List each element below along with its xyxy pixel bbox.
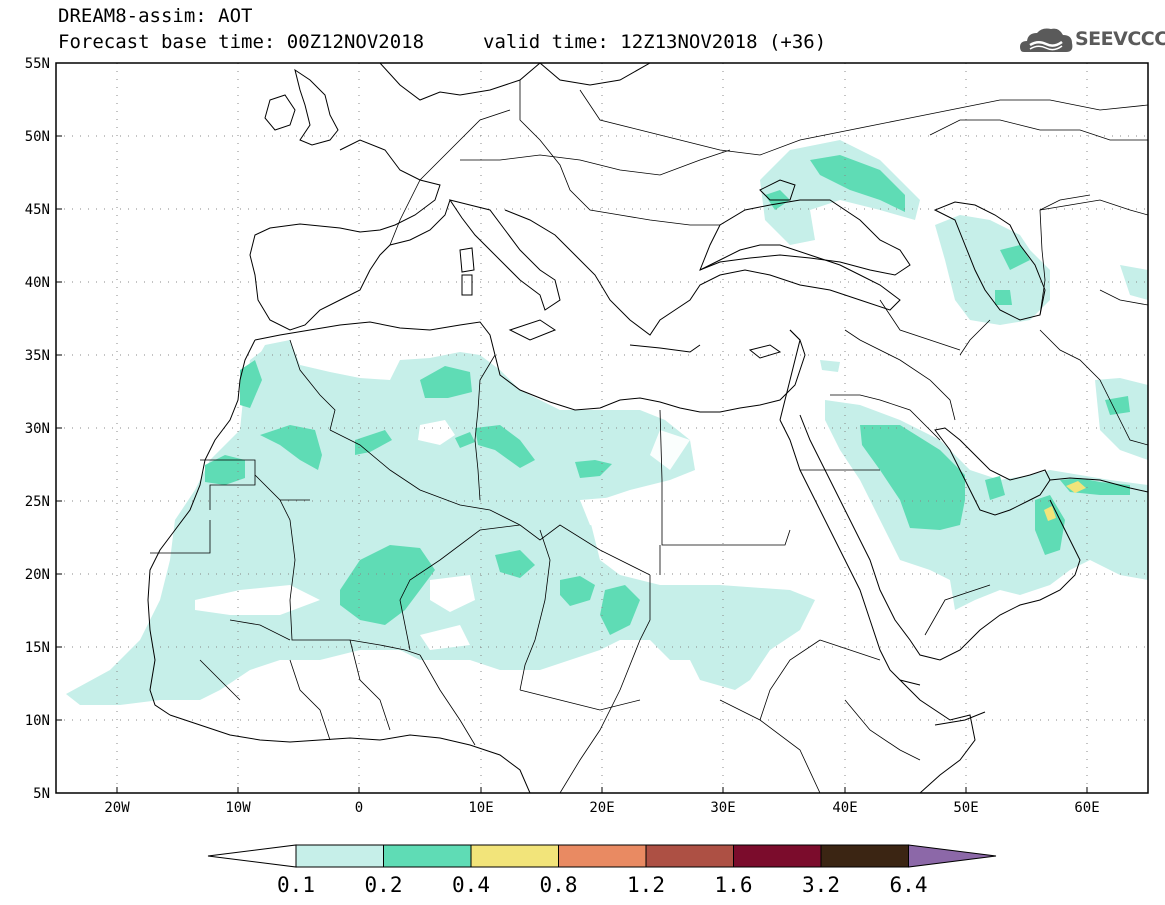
coastlines <box>147 63 1148 793</box>
country-borders <box>150 80 1148 793</box>
lat-label: 30N <box>25 421 50 437</box>
aot-clear-patches <box>195 420 690 650</box>
colorbar-label: 0.2 <box>365 873 403 897</box>
axis-ticks <box>56 62 1088 793</box>
lat-label: 40N <box>25 275 50 291</box>
lat-label: 20N <box>25 567 50 583</box>
colorbar-swatch-1-2 <box>645 844 734 868</box>
cloud-logo-icon <box>1020 28 1073 52</box>
aot-field <box>66 140 1148 705</box>
colorbar-label: 0.4 <box>452 873 490 897</box>
colorbar-label: 3.2 <box>802 873 840 897</box>
lon-label: 30E <box>710 800 735 816</box>
colorbar-swatch-1-6 <box>733 844 822 868</box>
colorbar-labels: 0.1 0.2 0.4 0.8 1.2 1.6 3.2 6.4 <box>277 873 927 897</box>
lat-label: 45N <box>25 202 50 218</box>
lon-label: 10W <box>225 800 251 816</box>
logo-text: SEEVCCC <box>1075 28 1165 50</box>
colorbar-under-arrow <box>207 844 297 868</box>
lat-label: 25N <box>25 494 50 510</box>
colorbar-label: 1.6 <box>715 873 753 897</box>
lon-label: 50E <box>953 800 978 816</box>
map-title: DREAM8-assim: AOT <box>58 5 253 27</box>
lat-label: 15N <box>25 640 50 656</box>
forecast-base-time: Forecast base time: 00Z12NOV2018 <box>58 31 425 53</box>
colorbar <box>207 844 997 868</box>
lon-label: 0 <box>355 800 363 816</box>
lon-label: 20W <box>104 800 130 816</box>
colorbar-label: 1.2 <box>627 873 665 897</box>
colorbar-swatch-0-8 <box>558 844 647 868</box>
lon-label: 60E <box>1074 800 1099 816</box>
latitude-labels: 55N 50N 45N 40N 35N 30N 25N 20N 15N 10N … <box>25 56 50 802</box>
lon-label: 20E <box>589 800 614 816</box>
map-grid <box>56 63 1148 793</box>
valid-time: valid time: 12Z13NOV2018 (+36) <box>483 31 827 53</box>
lat-label: 50N <box>25 129 50 145</box>
lat-label: 55N <box>25 56 50 72</box>
colorbar-label: 0.8 <box>540 873 578 897</box>
aot-level-0-4 <box>1044 481 1086 521</box>
lat-label: 5N <box>33 786 50 802</box>
colorbar-swatch-3-2 <box>820 844 909 868</box>
lon-label: 10E <box>468 800 493 816</box>
colorbar-label: 6.4 <box>890 873 928 897</box>
colorbar-swatch-0-1 <box>295 844 384 868</box>
colorbar-label: 0.1 <box>277 873 315 897</box>
longitude-labels: 20W 10W 0 10E 20E 30E 40E 50E 60E <box>104 800 1099 816</box>
lat-label: 35N <box>25 348 50 364</box>
colorbar-swatch-0-2 <box>383 844 472 868</box>
colorbar-over-arrow <box>908 844 997 868</box>
colorbar-swatch-0-4 <box>470 844 559 868</box>
lat-label: 10N <box>25 713 50 729</box>
lon-label: 40E <box>832 800 857 816</box>
